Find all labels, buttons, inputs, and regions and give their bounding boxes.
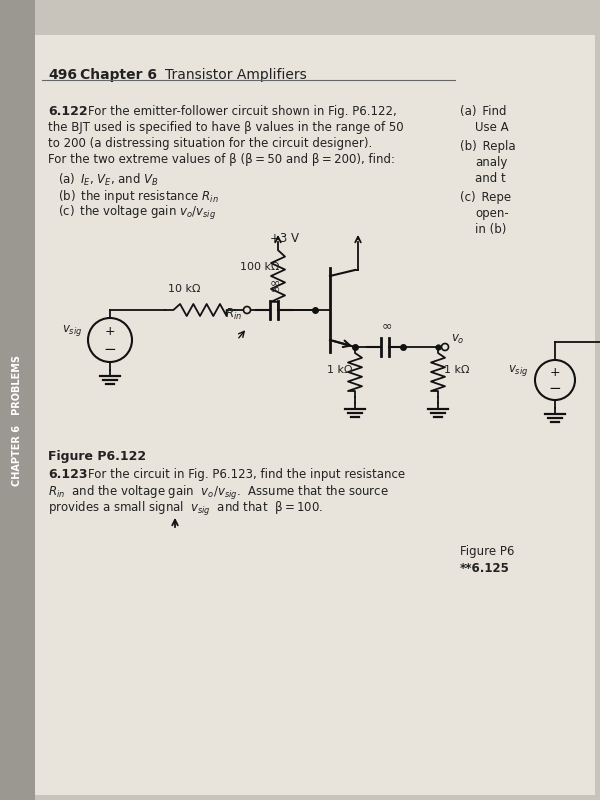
Text: −: −: [104, 342, 116, 357]
Text: 6.122: 6.122: [48, 105, 88, 118]
Text: (a) $I_E$, $V_E$, and $V_B$: (a) $I_E$, $V_E$, and $V_B$: [58, 172, 159, 188]
Text: 100 kΩ: 100 kΩ: [240, 262, 280, 272]
Text: Use A: Use A: [475, 121, 509, 134]
Text: analy: analy: [475, 156, 508, 169]
Text: +3 V: +3 V: [270, 232, 299, 245]
Bar: [0, 0, 35, 800]
Text: 1 kΩ: 1 kΩ: [444, 365, 470, 375]
Text: ∞: ∞: [269, 282, 280, 295]
Text: $R_{in}$: $R_{in}$: [225, 307, 242, 322]
Text: 6.123: 6.123: [48, 468, 88, 481]
Text: 10 kΩ: 10 kΩ: [168, 284, 200, 294]
Text: (a) Find: (a) Find: [460, 105, 506, 118]
Text: (b) Repla: (b) Repla: [460, 140, 515, 153]
Text: Figure P6.122: Figure P6.122: [48, 450, 146, 463]
Text: +: +: [104, 325, 115, 338]
Text: provides a small signal  $v_{sig}$  and that  β = 100.: provides a small signal $v_{sig}$ and th…: [48, 500, 323, 518]
Circle shape: [442, 343, 449, 350]
Text: Chapter 6: Chapter 6: [80, 68, 157, 82]
Text: Figure P6: Figure P6: [460, 545, 514, 558]
Text: ∞: ∞: [270, 276, 280, 289]
Text: Transistor Amplifiers: Transistor Amplifiers: [165, 68, 307, 82]
Text: and t: and t: [475, 172, 506, 185]
Text: **6.125: **6.125: [460, 562, 510, 575]
Text: (b) the input resistance $R_{in}$: (b) the input resistance $R_{in}$: [58, 188, 219, 205]
Text: 496: 496: [48, 68, 77, 82]
Text: $R_{in}$  and the voltage gain  $v_o/v_{sig}$.  Assume that the source: $R_{in}$ and the voltage gain $v_o/v_{si…: [48, 484, 389, 502]
Text: ∞: ∞: [382, 319, 392, 332]
Text: open-: open-: [475, 207, 509, 220]
Text: $v_o$: $v_o$: [451, 333, 464, 346]
Text: $v_{sig}$: $v_{sig}$: [508, 363, 529, 378]
Text: For the circuit in Fig. P6.123, find the input resistance: For the circuit in Fig. P6.123, find the…: [88, 468, 405, 481]
Text: −: −: [548, 381, 562, 396]
Text: $v_{sig}$: $v_{sig}$: [62, 323, 82, 338]
Text: 1 kΩ: 1 kΩ: [327, 365, 353, 375]
Text: (c) the voltage gain $v_o/v_{sig}$: (c) the voltage gain $v_o/v_{sig}$: [58, 204, 216, 222]
Text: to 200 (a distressing situation for the circuit designer).: to 200 (a distressing situation for the …: [48, 137, 372, 150]
Circle shape: [244, 306, 251, 314]
Text: CHAPTER 6   PROBLEMS: CHAPTER 6 PROBLEMS: [12, 354, 22, 486]
Text: the BJT used is specified to have β values in the range of 50: the BJT used is specified to have β valu…: [48, 121, 404, 134]
Text: For the two extreme values of β (β = 50 and β = 200), find:: For the two extreme values of β (β = 50 …: [48, 153, 395, 166]
Text: For the emitter-follower circuit shown in Fig. P6.122,: For the emitter-follower circuit shown i…: [88, 105, 397, 118]
Text: +: +: [550, 366, 560, 379]
Text: (c) Repe: (c) Repe: [460, 191, 511, 204]
Text: in (b): in (b): [475, 223, 506, 236]
